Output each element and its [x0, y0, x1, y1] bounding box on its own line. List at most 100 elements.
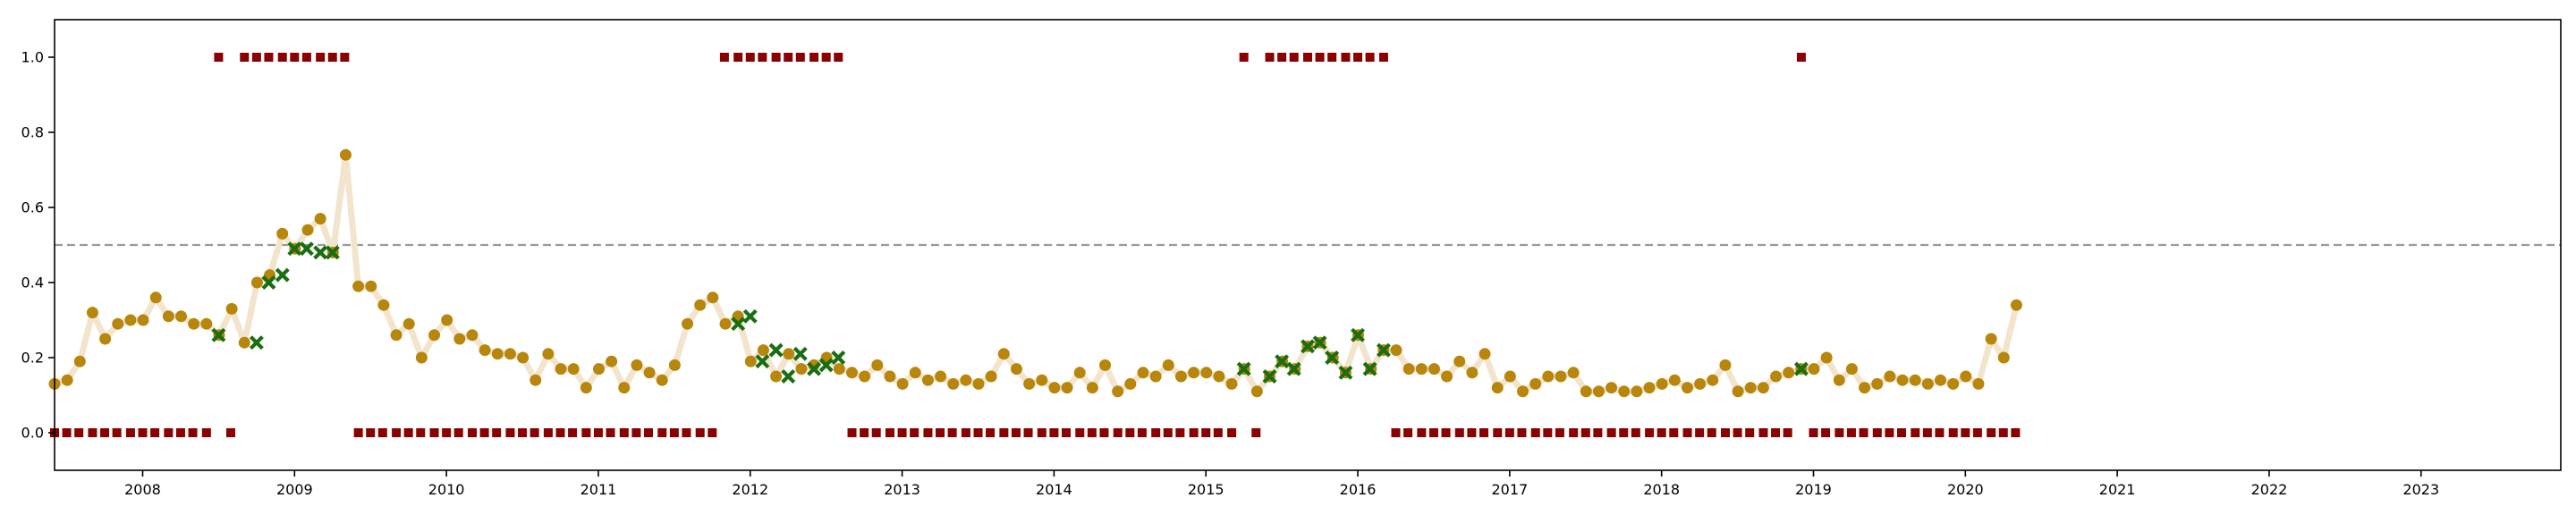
indicator-square	[795, 53, 805, 62]
score-point	[276, 227, 289, 240]
score-point	[707, 291, 719, 304]
indicator-square	[251, 53, 261, 62]
score-point	[250, 276, 263, 289]
score-point	[339, 148, 352, 161]
indicator-square	[1061, 428, 1071, 437]
score-point	[1947, 377, 1960, 390]
indicator-square	[758, 53, 767, 62]
score-point	[1845, 363, 1858, 376]
indicator-square	[1251, 428, 1261, 437]
indicator-square	[1707, 428, 1716, 437]
score-point	[1997, 351, 2010, 364]
indicator-square	[986, 428, 996, 437]
indicator-square	[936, 428, 945, 437]
score-point	[770, 370, 783, 383]
indicator-square	[695, 428, 705, 437]
indicator-square	[1783, 428, 1792, 437]
indicator-square	[1504, 428, 1514, 437]
score-point	[1061, 382, 1073, 394]
indicator-square	[301, 53, 311, 62]
y-tick-label: 0.0	[21, 425, 44, 442]
score-point	[149, 291, 162, 304]
indicator-square	[1341, 53, 1351, 62]
indicator-square	[593, 428, 603, 437]
score-point	[719, 317, 732, 330]
indicator-square	[897, 428, 907, 437]
flag-marker	[1275, 354, 1290, 369]
score-point	[1820, 351, 1833, 364]
indicator-square	[1099, 428, 1109, 437]
indicator-square	[1872, 428, 1882, 437]
score-point	[365, 280, 377, 292]
score-point	[1972, 377, 1985, 390]
x-tick-label: 2018	[1643, 481, 1680, 498]
indicator-square	[1011, 428, 1021, 437]
x-tick-label: 2023	[2402, 481, 2439, 498]
score-point	[846, 367, 859, 379]
score-point	[757, 344, 769, 357]
indicator-square	[708, 428, 717, 437]
score-point	[1250, 385, 1263, 398]
score-point	[1036, 374, 1048, 386]
indicator-square	[1213, 428, 1223, 437]
score-point	[972, 377, 985, 390]
indicator-square	[1441, 428, 1451, 437]
score-point	[1960, 370, 1972, 383]
indicator-square	[1327, 53, 1337, 62]
flag-marker	[325, 245, 340, 260]
score-point	[2010, 299, 2022, 311]
indicator-square	[479, 428, 489, 437]
score-point	[694, 299, 707, 311]
indicator-square	[316, 53, 326, 62]
score-point	[1402, 363, 1415, 376]
indicator-square	[771, 53, 781, 62]
score-point	[517, 351, 530, 364]
score-point	[1694, 377, 1707, 390]
x-tick-label: 2020	[1947, 481, 1984, 498]
score-point	[1783, 367, 1795, 379]
flag-marker	[299, 241, 314, 257]
indicator-square	[353, 428, 363, 437]
score-point	[618, 382, 631, 394]
score-point	[1086, 382, 1098, 394]
flag-marker	[275, 267, 290, 283]
flag-marker	[1325, 350, 1340, 365]
flag-marker	[1376, 342, 1391, 358]
score-point	[1884, 370, 1896, 383]
indicator-square	[1885, 428, 1894, 437]
flag-marker	[807, 361, 822, 376]
score-point	[592, 363, 605, 376]
score-point	[896, 377, 909, 390]
score-point	[238, 336, 250, 349]
indicator-square	[555, 428, 565, 437]
indicator-square	[62, 428, 72, 437]
indicator-square	[1151, 428, 1161, 437]
score-point	[1174, 370, 1187, 383]
indicator-square	[277, 53, 287, 62]
indicator-square	[1201, 428, 1211, 437]
indicator-square	[188, 428, 198, 437]
score-point	[960, 374, 972, 386]
y-tick-label: 0.4	[21, 274, 44, 291]
score-point	[871, 359, 884, 371]
indicator-square	[1859, 428, 1868, 437]
score-point	[1909, 374, 1921, 386]
score-point	[200, 317, 213, 330]
indicator-square	[745, 53, 755, 62]
score-point	[1188, 367, 1200, 379]
indicator-square	[453, 428, 463, 437]
indicator-square	[125, 428, 135, 437]
score-point	[1415, 363, 1428, 376]
score-point	[1517, 385, 1530, 398]
score-point	[1859, 382, 1871, 394]
indicator-square	[809, 53, 819, 62]
indicator-square	[1846, 428, 1856, 437]
score-point	[1428, 363, 1440, 376]
score-point	[1124, 377, 1137, 390]
score-point	[997, 348, 1010, 360]
indicator-square	[1428, 428, 1438, 437]
flag-marker	[742, 308, 758, 324]
indicator-square	[240, 53, 250, 62]
